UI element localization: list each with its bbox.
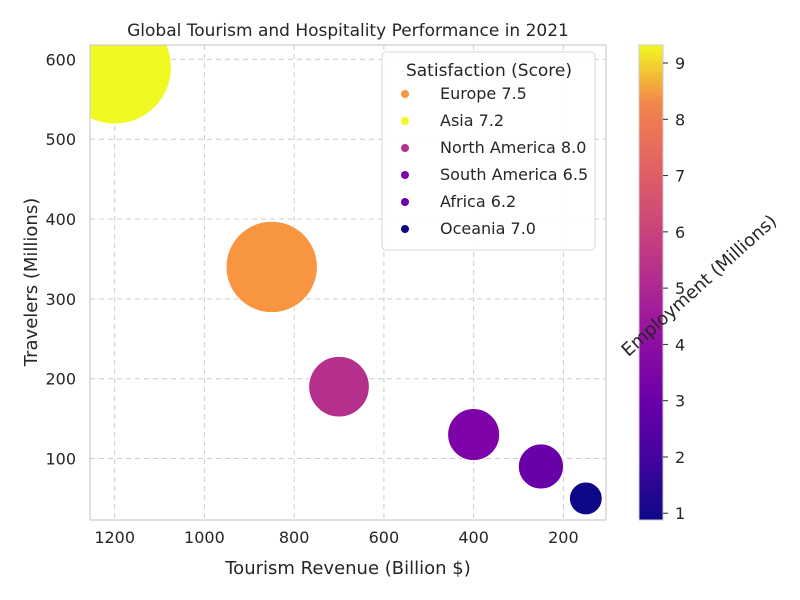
colorbar-tick-label: 8 [675,110,685,129]
plot-frame [89,44,607,521]
y-tick-label: 200 [45,370,76,389]
x-tick-label: 1000 [184,528,225,547]
legend-entry: Europe 7.5 [440,84,527,103]
x-tick-label: 400 [458,528,489,547]
bubble-north-america [308,356,370,418]
legend-marker [401,144,409,152]
legend-box [381,51,596,251]
x-tick-label: 1200 [94,528,135,547]
colorbar-tick-label: 6 [675,223,685,242]
legend: Satisfaction (Score) Europe 7.5 Asia 7.2 N… [381,51,596,251]
y-tick-label: 600 [45,50,76,69]
legend-marker [401,171,409,179]
bubble-oceania [569,481,603,516]
colorbar-tick-label: 4 [675,335,685,354]
colorbar-gradient [639,45,663,520]
legend-marker [401,198,409,206]
legend-title: Satisfaction (Score) [406,61,572,81]
x-axis-title: Tourism Revenue (Billion $) [224,558,471,579]
legend-marker [401,117,409,125]
y-tick-label: 500 [45,130,76,149]
bubble-asia [90,45,172,125]
legend-entry: Asia 7.2 [440,111,504,130]
colorbar-tick-label: 2 [675,448,685,467]
y-axis-title: Travelers (Millions) [21,198,42,367]
y-tick-label: 400 [45,210,76,229]
x-tick-label: 600 [369,528,400,547]
y-tick-label: 100 [45,450,76,469]
y-tick-label: 300 [45,290,76,309]
points-layer [90,45,603,516]
x-tick-label: 800 [279,528,310,547]
colorbar-ticks: 1 2 3 4 5 6 7 8 9 [663,54,685,523]
chart-title: Global Tourism and Hospitality Performan… [127,21,569,41]
x-tick-label: 200 [548,528,579,547]
legend-marker [401,225,409,233]
bubble-europe [225,220,318,313]
colorbar-tick-label: 3 [675,392,685,411]
y-axis-ticks: 100 200 300 400 500 600 [45,50,76,468]
colorbar-frame [638,44,664,521]
colorbar-tick-label: 1 [675,504,685,523]
colorbar-tick-label: 7 [675,167,685,186]
x-axis-ticks: 1200 1000 800 600 400 200 [94,528,578,547]
colorbar-tick-label: 5 [675,279,685,298]
legend-entry: North America 8.0 [440,138,586,157]
legend-entry: Oceania 7.0 [440,219,536,238]
legend-items: Europe 7.5 Asia 7.2 North America 8.0 South… [401,84,588,238]
bubble-south-america [447,408,500,461]
bubble-africa [517,443,564,490]
legend-entry: South America 6.5 [440,165,588,184]
colorbar-tick-label: 9 [675,54,685,73]
legend-entry: Africa 6.2 [440,192,516,211]
legend-marker [401,90,409,98]
